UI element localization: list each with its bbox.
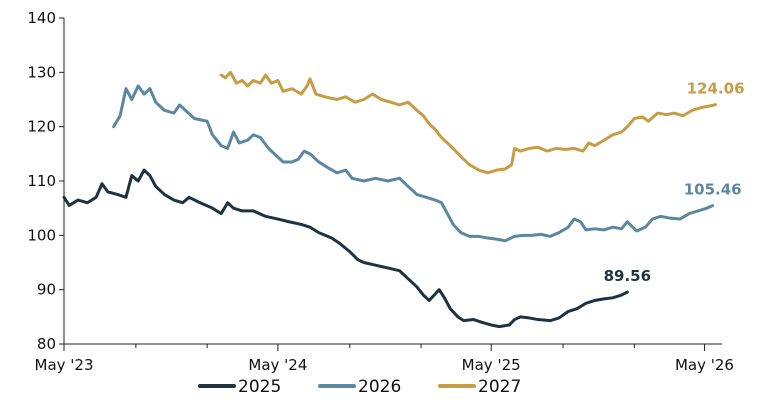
end-label-2026: 105.46 — [684, 181, 742, 199]
y-tick-label: 120 — [27, 118, 56, 136]
series-line-2027 — [219, 70, 718, 175]
y-tick-label: 80 — [37, 335, 56, 353]
x-tick-label: May '26 — [675, 356, 734, 374]
x-tick-label: May '24 — [248, 356, 307, 374]
y-tick-label: 110 — [27, 172, 56, 190]
legend: 2025 2026 2027 — [198, 377, 521, 397]
x-tick-label: May '23 — [35, 356, 94, 374]
legend-label-2025: 2025 — [238, 377, 281, 397]
end-label-2027: 124.06 — [687, 80, 745, 98]
end-labels: 89.56 105.46 124.06 — [604, 80, 745, 285]
axes: 80 90 100 110 120 130 140 May '23 May '24 May '25… — [27, 9, 734, 374]
x-tick-label: May '25 — [462, 356, 521, 374]
series-lines — [62, 70, 718, 329]
y-tick-label: 100 — [27, 226, 56, 244]
y-tick-label: 90 — [37, 281, 56, 299]
series-line-2026 — [112, 84, 715, 243]
series-line-2025 — [62, 168, 629, 329]
legend-label-2027: 2027 — [478, 377, 521, 397]
end-label-2025: 89.56 — [604, 267, 651, 285]
y-tick-label: 140 — [27, 9, 56, 27]
y-tick-label: 130 — [27, 63, 56, 81]
legend-label-2026: 2026 — [358, 377, 401, 397]
